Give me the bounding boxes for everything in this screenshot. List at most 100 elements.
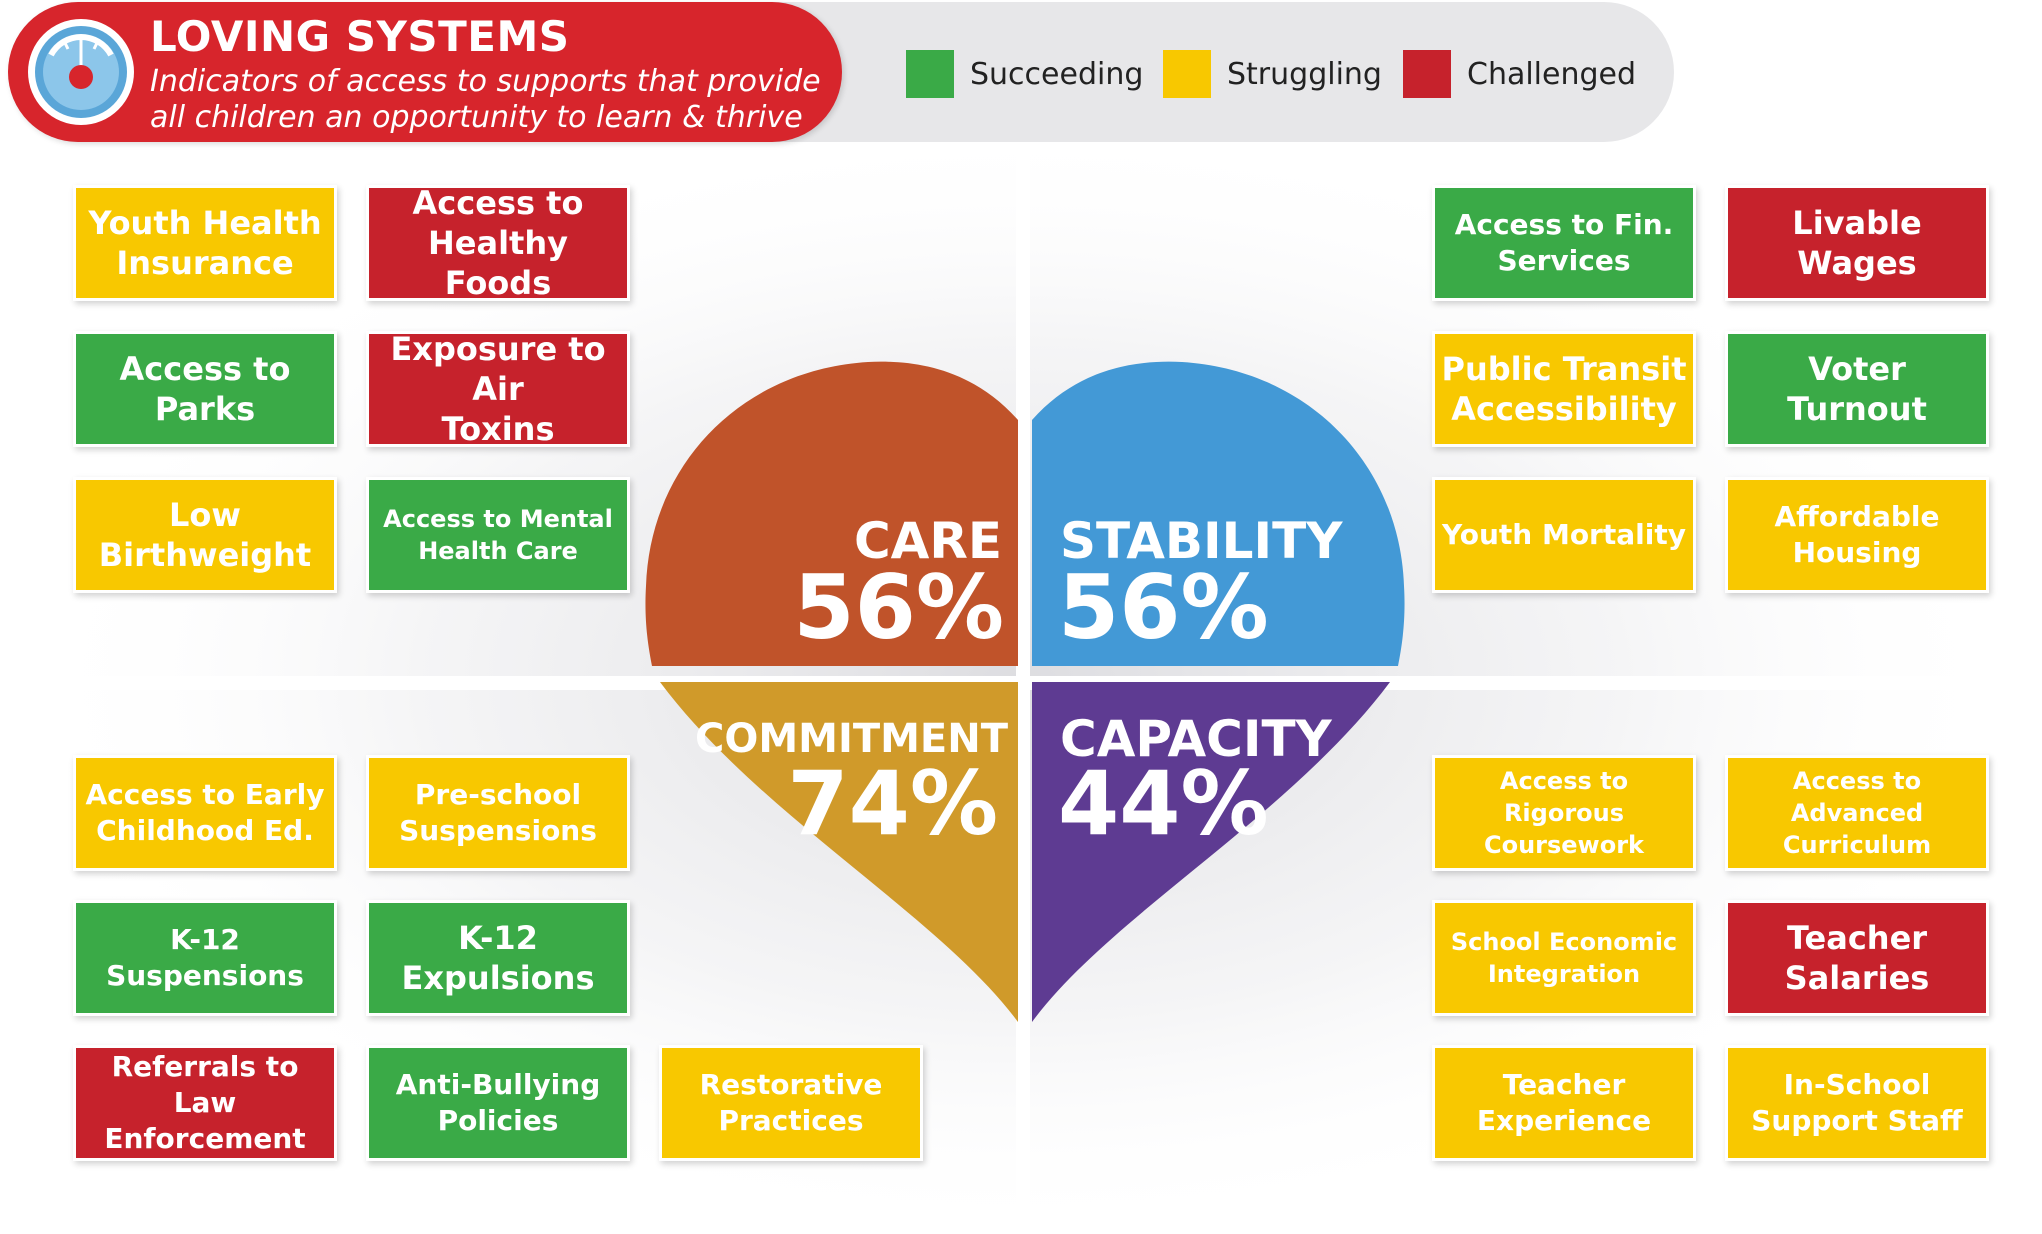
tile-label: Services <box>1497 244 1631 277</box>
tile-label: Teacher <box>1502 1068 1626 1101</box>
tile-label: Policies <box>437 1104 559 1137</box>
tile-access-to-healthy-foods: Access to Healthy Foods <box>366 184 630 302</box>
tile-voter-turnout: Voter Turnout <box>1725 331 1989 447</box>
legend-swatch-succeeding <box>906 50 954 98</box>
tile-label: Housing <box>1792 536 1922 569</box>
tile-label: In-School <box>1783 1068 1931 1101</box>
tile-k12-suspensions: K-12 Suspensions <box>73 900 337 1016</box>
legend-label-struggling: Struggling <box>1227 56 1382 92</box>
subtitle-line-1: Indicators of access to supports that pr… <box>150 64 821 99</box>
tile-label: School Economic <box>1450 928 1678 956</box>
tile-label: Restorative <box>699 1068 883 1101</box>
stability-label: STABILITY <box>1060 512 1343 570</box>
tile-label: Health Care <box>418 537 578 565</box>
tile-label: Access to Fin. <box>1454 208 1674 241</box>
title-banner: LOVING SYSTEMS Indicators of access to s… <box>8 2 842 142</box>
tile-label: Livable Wages <box>1792 204 1922 282</box>
tile-label: Enforcement <box>104 1122 306 1155</box>
stability-percent: 56% <box>1058 556 1269 659</box>
tile-restorative-practices: Restorative Practices <box>659 1045 923 1161</box>
tile-label: Youth Health <box>88 204 322 242</box>
commitment-quadrant <box>660 682 1018 1022</box>
tile-label: Curriculum <box>1782 831 1932 859</box>
page-title: LOVING SYSTEMS <box>150 12 570 61</box>
tile-k12-expulsions: K-12 Expulsions <box>366 900 630 1016</box>
tile-referrals-to-law-enforcement: Referrals to Law Enforcement <box>73 1045 337 1161</box>
tile-label: Healthy Foods <box>428 224 568 302</box>
tile-label: Experience <box>1476 1104 1652 1137</box>
tile-label: Insurance <box>116 244 294 282</box>
tile-teacher-experience: Teacher Experience <box>1432 1045 1696 1161</box>
tile-label: Voter Turnout <box>1787 350 1927 428</box>
capacity-quadrant <box>1032 682 1390 1022</box>
tile-label: Access to Mental <box>383 505 613 533</box>
capacity-percent: 44% <box>1058 752 1269 855</box>
tile-access-to-mental-health-care: Access to Mental Health Care <box>366 477 630 593</box>
tile-label: Toxins <box>441 410 555 448</box>
stability-quadrant <box>1032 361 1405 666</box>
care-label: CARE <box>853 512 1002 570</box>
tile-label: Salaries <box>1784 959 1930 997</box>
tile-exposure-to-air-toxins: Exposure to Air Toxins <box>366 330 630 448</box>
legend-swatch-challenged <box>1403 50 1451 98</box>
tile-youth-mortality: Youth Mortality <box>1432 477 1696 593</box>
tile-school-economic-integration: School Economic Integration <box>1432 900 1696 1016</box>
tile-youth-health-insurance: Youth Health Insurance <box>73 185 337 301</box>
tile-label: Teacher <box>1786 919 1928 957</box>
header-bar: LOVING SYSTEMS Indicators of access to s… <box>8 2 1674 142</box>
tile-in-school-support-staff: In-School Support Staff <box>1725 1045 1989 1161</box>
legend-item-struggling: Struggling <box>1163 50 1382 98</box>
tile-label: Expulsions <box>401 959 595 997</box>
tile-access-to-fin-services: Access to Fin. Services <box>1432 185 1696 301</box>
gauge-heart-icon <box>28 19 134 125</box>
tile-label: Access to <box>412 184 584 222</box>
tile-label: Referrals to Law <box>111 1050 299 1119</box>
tile-label: Access to Advanced <box>1790 767 1924 827</box>
care-percent: 56% <box>793 556 1004 659</box>
legend-item-challenged: Challenged <box>1403 50 1636 98</box>
title-block: LOVING SYSTEMS Indicators of access to s… <box>150 10 821 136</box>
tile-pre-school-suspensions: Pre-school Suspensions <box>366 755 630 871</box>
tile-affordable-housing: Affordable Housing <box>1725 477 1989 593</box>
tile-teacher-salaries: Teacher Salaries <box>1725 900 1989 1016</box>
capacity-label: CAPACITY <box>1060 710 1332 768</box>
subtitle-line-2: all children an opportunity to learn & t… <box>150 100 803 135</box>
legend-swatch-struggling <box>1163 50 1211 98</box>
heart-diagram <box>645 361 1405 1022</box>
tile-label: Youth Mortality <box>1442 518 1686 551</box>
tile-label: Affordable <box>1774 500 1940 533</box>
tile-label: Coursework <box>1483 831 1645 859</box>
tile-label: Support Staff <box>1751 1104 1963 1137</box>
tile-access-to-early-childhood-ed: Access to Early Childhood Ed. <box>73 755 337 871</box>
legend-label-succeeding: Succeeding <box>970 56 1144 92</box>
tile-label: Accessibility <box>1451 390 1677 428</box>
tile-public-transit-accessibility: Public Transit Accessibility <box>1432 331 1696 447</box>
tile-label: Practices <box>718 1104 864 1137</box>
tile-label: Anti-Bullying <box>395 1068 601 1101</box>
tile-label: K-12 <box>458 919 538 957</box>
tile-anti-bullying-policies: Anti-Bullying Policies <box>366 1045 630 1161</box>
tile-label: Suspensions <box>399 814 597 847</box>
tile-label: Public Transit <box>1441 350 1687 388</box>
tile-label: Low <box>169 496 241 534</box>
tile-access-to-parks: Access to Parks <box>73 331 337 447</box>
tile-label: K-12 <box>170 923 240 956</box>
legend-label-challenged: Challenged <box>1467 56 1637 92</box>
tile-access-to-rigorous-coursework: Access to Rigorous Coursework <box>1432 755 1696 871</box>
commitment-percent: 74% <box>787 752 998 855</box>
tile-label: Exposure to Air <box>390 330 606 408</box>
care-quadrant <box>645 361 1018 666</box>
tile-label: Access to Early <box>85 778 325 811</box>
commitment-label: COMMITMENT <box>694 716 1008 762</box>
tile-label: Integration <box>1487 960 1641 988</box>
legend-item-succeeding: Succeeding <box>906 50 1143 98</box>
tile-label: Access to Parks <box>119 350 291 428</box>
tile-label: Pre-school <box>414 778 582 811</box>
tile-access-to-advanced-curriculum: Access to Advanced Curriculum <box>1725 755 1989 871</box>
tile-label: Childhood Ed. <box>96 814 314 847</box>
tile-livable-wages: Livable Wages <box>1725 185 1989 301</box>
tile-label: Birthweight <box>98 536 312 574</box>
tile-label: Suspensions <box>106 959 304 992</box>
tile-label: Access to Rigorous <box>1499 767 1629 827</box>
tile-low-birthweight: Low Birthweight <box>73 477 337 593</box>
